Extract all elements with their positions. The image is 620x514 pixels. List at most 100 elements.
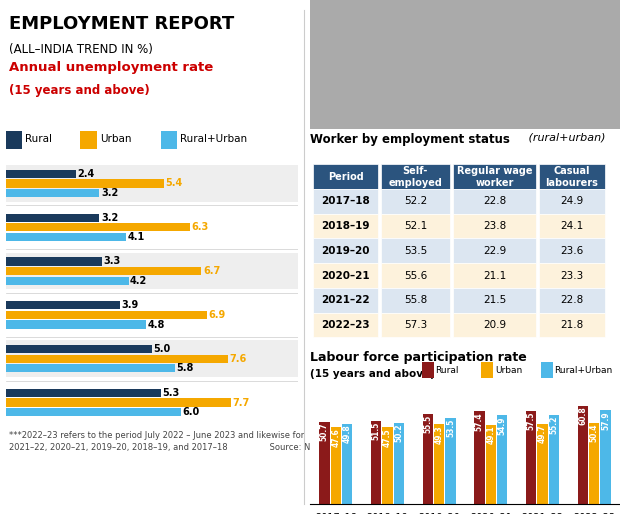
Text: 4.2: 4.2 xyxy=(130,276,148,286)
Bar xyxy=(578,406,588,504)
Bar xyxy=(6,311,207,319)
Text: 55.5: 55.5 xyxy=(423,415,432,433)
Text: 2018–19: 2018–19 xyxy=(321,221,370,231)
Bar xyxy=(381,214,450,238)
Text: 50.2: 50.2 xyxy=(394,424,404,442)
Bar xyxy=(6,364,175,373)
Bar xyxy=(6,408,181,416)
Text: (15 years and above): (15 years and above) xyxy=(310,369,435,379)
Bar xyxy=(453,263,536,288)
Text: Rural+Urban: Rural+Urban xyxy=(180,134,247,144)
Bar xyxy=(313,238,378,263)
Bar xyxy=(81,131,97,149)
Text: 60.8: 60.8 xyxy=(578,407,587,426)
Bar xyxy=(381,313,450,337)
Bar xyxy=(381,263,450,288)
Text: Annual unemployment rate: Annual unemployment rate xyxy=(9,62,213,75)
Text: 55.6: 55.6 xyxy=(404,270,427,281)
Text: 7.7: 7.7 xyxy=(232,397,249,408)
Text: Labour force participation rate: Labour force participation rate xyxy=(310,352,527,364)
Text: Rural: Rural xyxy=(435,365,459,375)
Bar xyxy=(381,189,450,214)
Bar xyxy=(6,253,298,289)
Text: Worker by employment status: Worker by employment status xyxy=(310,133,510,145)
Bar xyxy=(6,233,126,241)
Text: 23.6: 23.6 xyxy=(560,246,583,256)
Text: 2.4: 2.4 xyxy=(78,169,95,179)
Bar xyxy=(474,411,485,504)
Bar xyxy=(539,164,604,189)
Bar xyxy=(313,164,378,189)
Text: Rural: Rural xyxy=(25,134,52,144)
Text: 5.3: 5.3 xyxy=(162,388,179,398)
Bar xyxy=(422,362,433,378)
Bar xyxy=(6,320,146,328)
Bar xyxy=(453,288,536,313)
Bar xyxy=(313,189,378,214)
Text: 24.9: 24.9 xyxy=(560,196,583,207)
Bar xyxy=(453,313,536,337)
Bar xyxy=(381,288,450,313)
Bar xyxy=(6,223,190,231)
Text: 53.5: 53.5 xyxy=(446,418,455,437)
Bar xyxy=(539,313,604,337)
Bar xyxy=(549,415,559,504)
Text: 5.8: 5.8 xyxy=(177,363,194,373)
Text: 49.1: 49.1 xyxy=(486,426,495,444)
Text: 47.5: 47.5 xyxy=(383,428,392,447)
Text: 55.2: 55.2 xyxy=(549,416,559,434)
Bar xyxy=(481,362,493,378)
Text: 22.9: 22.9 xyxy=(483,246,506,256)
Text: 52.1: 52.1 xyxy=(404,221,427,231)
Text: Urban: Urban xyxy=(495,365,522,375)
Text: 2020–21: 2020–21 xyxy=(321,270,370,281)
Text: 21.5: 21.5 xyxy=(483,295,506,305)
Text: 22.8: 22.8 xyxy=(560,295,583,305)
Text: 3.2: 3.2 xyxy=(101,188,118,198)
Text: 5.0: 5.0 xyxy=(153,344,170,354)
Bar xyxy=(6,179,164,188)
Text: 49.8: 49.8 xyxy=(343,425,352,443)
Bar xyxy=(6,267,202,275)
Bar xyxy=(541,362,552,378)
Bar xyxy=(330,427,341,504)
Text: 51.5: 51.5 xyxy=(371,421,381,440)
Text: 50.7: 50.7 xyxy=(320,423,329,442)
Text: 3.3: 3.3 xyxy=(104,256,121,266)
Text: 6.9: 6.9 xyxy=(209,310,226,320)
Bar xyxy=(313,288,378,313)
Text: 2021–22: 2021–22 xyxy=(321,295,370,305)
Bar xyxy=(381,238,450,263)
Text: Period: Period xyxy=(328,172,363,182)
Bar xyxy=(6,189,99,197)
Text: Rural+Urban: Rural+Urban xyxy=(554,365,613,375)
Text: 4.1: 4.1 xyxy=(127,232,144,242)
Text: 5.4: 5.4 xyxy=(165,178,182,189)
Bar xyxy=(383,427,392,504)
Text: 24.1: 24.1 xyxy=(560,221,583,231)
Text: 57.4: 57.4 xyxy=(475,412,484,431)
Bar xyxy=(539,214,604,238)
Bar xyxy=(6,277,128,285)
Bar xyxy=(6,398,231,407)
Text: 3.2: 3.2 xyxy=(101,213,118,223)
Text: 22.8: 22.8 xyxy=(483,196,506,207)
Text: 2022–23: 2022–23 xyxy=(321,320,370,330)
Text: ***2022–23 refers to the period July 2022 – June 2023 and likewise for
2021–22, : ***2022–23 refers to the period July 202… xyxy=(9,431,322,452)
Bar xyxy=(589,423,600,504)
Text: (ALL–INDIA TREND IN %): (ALL–INDIA TREND IN %) xyxy=(9,43,153,56)
Bar xyxy=(434,425,445,504)
Text: 21.1: 21.1 xyxy=(483,270,506,281)
Text: 2017–18: 2017–18 xyxy=(321,196,370,207)
Text: 52.2: 52.2 xyxy=(404,196,427,207)
Bar xyxy=(6,131,22,149)
Bar xyxy=(319,422,330,504)
Bar xyxy=(6,170,76,178)
Bar xyxy=(539,238,604,263)
Text: EMPLOYMENT REPORT: EMPLOYMENT REPORT xyxy=(9,15,234,33)
Text: 6.7: 6.7 xyxy=(203,266,220,276)
Text: (15 years and above): (15 years and above) xyxy=(9,84,149,97)
Text: Self-
employed: Self- employed xyxy=(389,166,442,188)
Text: Urban: Urban xyxy=(100,134,131,144)
Bar xyxy=(453,189,536,214)
